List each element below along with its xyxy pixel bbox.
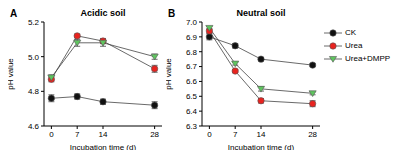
svg-text:pH value: pH value	[8, 58, 15, 90]
html-text:Urea+DMPP: Urea+DMPP	[345, 54, 391, 63]
html-text:Urea: Urea	[345, 41, 363, 50]
svg-text:7: 7	[233, 130, 238, 139]
svg-text:6.9: 6.9	[186, 33, 198, 42]
svg-text:6.7: 6.7	[186, 62, 198, 71]
html-text:B: B	[168, 8, 176, 19]
svg-text:6.3: 6.3	[186, 122, 198, 131]
svg-text:14: 14	[99, 130, 108, 139]
html-text:Neutral soil: Neutral soil	[236, 8, 286, 18]
svg-text:14: 14	[257, 130, 266, 139]
html-text:Acidic soil: Acidic soil	[80, 8, 126, 18]
svg-text:6.8: 6.8	[186, 48, 198, 57]
svg-text:6.5: 6.5	[186, 92, 198, 101]
svg-text:28: 28	[308, 130, 317, 139]
svg-text:6.6: 6.6	[186, 77, 198, 86]
svg-text:7: 7	[75, 130, 80, 139]
svg-text:pH value: pH value	[166, 58, 173, 90]
svg-text:0: 0	[207, 130, 212, 139]
html-text:A: A	[10, 8, 18, 19]
svg-text:Incubation time (d): Incubation time (d)	[70, 143, 137, 150]
svg-text:28: 28	[150, 130, 159, 139]
svg-text:5.0: 5.0	[28, 53, 40, 62]
html-text:CK: CK	[345, 28, 357, 37]
svg-text:6.4: 6.4	[186, 107, 198, 116]
svg-text:7.0: 7.0	[186, 18, 198, 27]
svg-text:4.6: 4.6	[28, 122, 40, 131]
svg-text:0: 0	[49, 130, 54, 139]
svg-text:4.8: 4.8	[28, 87, 40, 96]
svg-text:5.2: 5.2	[28, 18, 40, 27]
svg-text:Incubation time (d): Incubation time (d)	[228, 143, 295, 150]
